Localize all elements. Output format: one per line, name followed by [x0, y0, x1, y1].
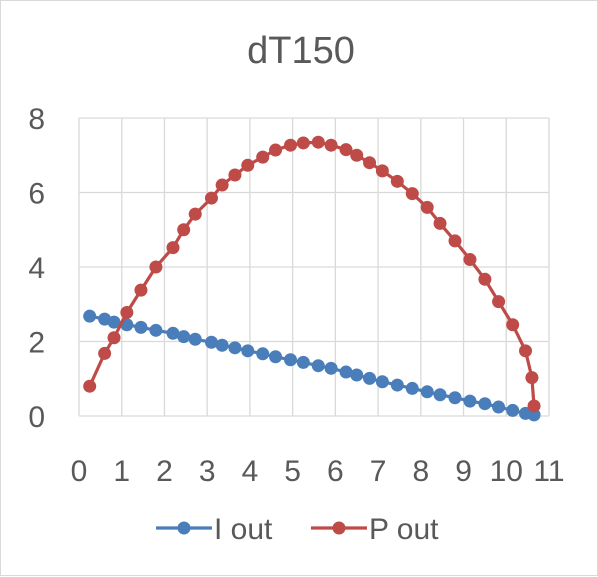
data-point	[296, 136, 310, 150]
x-tick-label: 2	[156, 455, 173, 488]
data-point	[390, 378, 404, 392]
data-point	[228, 341, 242, 355]
x-tick-label: 0	[71, 455, 88, 488]
data-point	[134, 320, 148, 334]
data-point	[506, 403, 520, 417]
data-point	[166, 241, 180, 255]
data-point	[405, 187, 419, 201]
data-point	[405, 381, 419, 395]
data-point	[284, 138, 297, 152]
data-point	[177, 223, 191, 237]
data-point	[506, 318, 520, 332]
x-tick-label: 8	[412, 455, 429, 488]
series-i-out	[83, 309, 541, 422]
data-point	[375, 375, 389, 389]
x-tick-label: 11	[533, 455, 564, 488]
data-point	[204, 335, 218, 349]
legend-item: P out	[311, 513, 439, 546]
y-tick-label: 0	[28, 401, 45, 434]
x-tick-label: 3	[199, 455, 216, 488]
data-point	[463, 394, 477, 408]
x-tick-label: 6	[327, 455, 344, 488]
legend-label: I out	[214, 513, 273, 546]
y-tick-label: 6	[28, 178, 45, 211]
legend-item: I out	[156, 513, 273, 546]
chart-title: dT150	[247, 30, 355, 72]
data-point	[120, 305, 134, 319]
data-point	[375, 164, 389, 178]
data-point	[188, 332, 202, 346]
x-tick-label: 4	[242, 455, 259, 488]
data-point	[448, 234, 462, 248]
data-point	[478, 272, 492, 286]
gridlines	[78, 117, 550, 417]
data-point	[433, 216, 447, 230]
legend-marker	[177, 521, 191, 535]
data-point	[448, 391, 462, 405]
data-point	[311, 135, 325, 149]
x-tick-label: 9	[455, 455, 472, 488]
data-point	[269, 350, 283, 364]
data-point	[98, 346, 112, 360]
series-line	[89, 314, 535, 417]
data-point	[363, 371, 377, 385]
data-point	[311, 359, 325, 373]
data-point	[107, 331, 121, 345]
data-point	[149, 260, 163, 274]
legend: I out P out	[156, 513, 439, 546]
data-point	[420, 385, 434, 399]
legend-marker	[332, 521, 346, 535]
data-point	[339, 365, 353, 379]
data-point	[134, 283, 148, 297]
x-tick-label: 10	[490, 455, 523, 488]
data-point	[107, 315, 121, 329]
data-point	[420, 200, 434, 214]
data-point	[177, 330, 191, 344]
y-tick-label: 2	[28, 327, 45, 360]
data-point	[463, 253, 477, 267]
data-point	[269, 143, 283, 157]
data-point	[228, 168, 242, 182]
data-point	[492, 295, 506, 309]
series-p-out	[83, 135, 541, 413]
data-point	[83, 379, 97, 393]
data-point	[433, 388, 447, 402]
data-point	[350, 148, 364, 162]
data-point	[527, 399, 541, 413]
data-point	[492, 400, 506, 414]
data-point	[215, 178, 229, 192]
data-point	[166, 326, 180, 340]
data-point	[188, 207, 202, 221]
x-tick-label: 1	[113, 455, 130, 488]
data-point	[241, 344, 255, 358]
data-point	[241, 158, 255, 172]
data-point	[83, 309, 97, 323]
data-point	[527, 408, 541, 422]
y-tick-label: 8	[28, 103, 45, 136]
data-point	[256, 150, 270, 164]
data-point	[296, 355, 310, 369]
data-point	[324, 138, 338, 152]
data-point	[390, 174, 404, 188]
data-point	[525, 371, 539, 385]
data-point	[324, 361, 338, 375]
x-tick-label: 5	[284, 455, 301, 488]
data-point	[363, 156, 377, 170]
data-point	[284, 353, 297, 367]
plot-area	[83, 135, 541, 422]
data-point	[519, 344, 532, 358]
y-tick-label: 4	[28, 252, 45, 285]
data-point	[204, 191, 218, 205]
legend-label: P out	[369, 513, 439, 546]
data-point	[149, 323, 163, 337]
data-point	[215, 338, 229, 352]
data-point	[478, 397, 492, 411]
data-point	[350, 368, 364, 382]
data-point	[339, 143, 353, 157]
data-point	[256, 347, 270, 361]
x-tick-label: 7	[370, 455, 387, 488]
